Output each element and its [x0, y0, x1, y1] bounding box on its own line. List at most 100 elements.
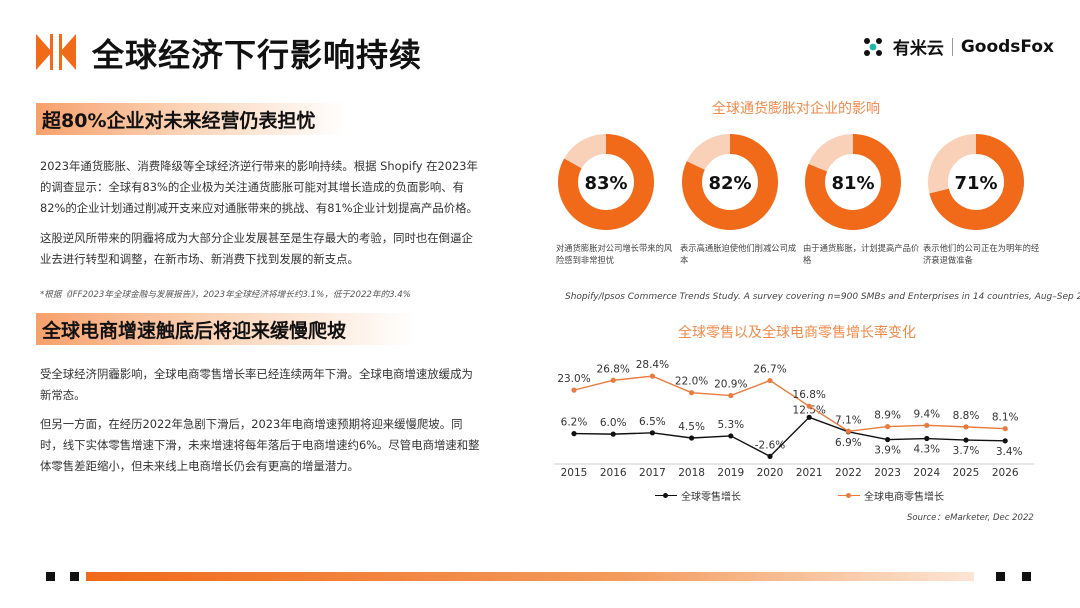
ecommerce-data-label: 9.4% — [913, 408, 940, 420]
x-tick-label: 2023 — [874, 467, 901, 479]
ecommerce-data-label: 20.9% — [714, 379, 747, 391]
legend-ecommerce-swatch — [838, 491, 860, 501]
retail-point — [571, 431, 577, 437]
donut-4-caption: 表示他们的公司正在为明年的经济衰退做准备 — [923, 243, 1040, 265]
brand-dots-icon — [863, 37, 882, 56]
donut-3-caption: 由于通货膨胀，计划提高产品价格 — [803, 243, 920, 265]
ecommerce-point — [689, 390, 695, 396]
logo-icon — [36, 34, 76, 70]
retail-series-line — [573, 416, 1006, 458]
donut-1-value-arc — [558, 134, 654, 230]
ecommerce-data-label: 8.1% — [992, 412, 1019, 424]
ecommerce-point — [767, 377, 773, 384]
x-tick-label: 2022 — [835, 467, 862, 479]
retail-point — [767, 453, 773, 459]
line-chart-source: Source：eMarketer, Dec 2022 — [907, 513, 1034, 523]
x-tick-label: 2019 — [717, 467, 744, 479]
retail-data-label: 6.2% — [561, 417, 588, 429]
ecommerce-point — [728, 392, 734, 399]
donut-2-value-label: 82% — [708, 173, 751, 194]
retail-point — [1002, 438, 1008, 444]
footer-square-right-2 — [1022, 572, 1031, 581]
ecommerce-data-label: 28.4% — [636, 359, 669, 371]
ecommerce-data-label: 16.8% — [793, 389, 826, 401]
donut-1-caption: 对通货膨胀对公司增长带来的风险感到非常担忧 — [556, 243, 673, 265]
legend-ecommerce-label: 全球电商零售增长 — [864, 492, 944, 503]
donut-chart-source: Shopify/Ipsos Commerce Trends Study. A s… — [565, 292, 1080, 302]
retail-point — [963, 437, 969, 443]
donut-2-caption: 表示高通胀迫使他们削减公司成本 — [680, 243, 797, 265]
line-chart-title: 全球零售以及全球电商零售增长率变化 — [678, 325, 916, 341]
ecommerce-point — [806, 403, 812, 409]
retail-data-label: 3.7% — [953, 445, 980, 457]
brand-separator — [951, 37, 953, 56]
section1-paragraph-2: 这股逆风所带来的阴霾将成为大部分企业发展甚至是生存最大的考验，同时也在倒逼企业去… — [40, 231, 473, 266]
ecommerce-data-label: 22.0% — [675, 376, 708, 388]
ecommerce-point — [924, 422, 930, 428]
x-tick-label: 2017 — [639, 467, 666, 479]
ecommerce-data-label: 8.9% — [874, 410, 901, 422]
donut-2-value-arc — [682, 134, 778, 230]
section2-paragraph-1: 受全球经济阴霾影响，全球电商零售增长率已经连续两年下滑。全球电商增速放缓成为新常… — [40, 367, 473, 402]
ecommerce-point — [571, 387, 577, 393]
retail-data-label: 6.0% — [600, 417, 627, 429]
x-tick-label: 2018 — [678, 467, 705, 479]
brand-logo: 有米云 GoodsFox — [861, 34, 1054, 59]
brand-cn: 有米云 — [892, 39, 944, 59]
retail-data-label: 6.9% — [835, 437, 862, 449]
legend-ecommerce: 全球电商零售增长 — [838, 488, 944, 503]
section2-heading: 全球电商增速触底后将迎来缓慢爬坡 — [36, 313, 416, 345]
section1-note: *根据《IFF2023年全球金融与发展报告》，2023年全球经济将增长约3.1%… — [40, 290, 411, 300]
donut-chart-3: 81% — [805, 134, 901, 230]
x-tick-label: 2020 — [757, 467, 784, 479]
x-tick-label: 2026 — [992, 467, 1019, 479]
retail-point — [806, 414, 812, 420]
retail-data-label: 4.3% — [913, 444, 940, 456]
ecommerce-point — [610, 377, 616, 383]
section1-paragraph-1: 2023年通货膨胀、消费降级等全球经济逆行带来的影响持续。根据 Shopify … — [40, 159, 478, 215]
donut-4-value-arc — [928, 134, 1024, 230]
donut-chart-4: 71% — [928, 134, 1024, 230]
section1-heading-text: 超80%企业对未来经营仍表担忧 — [42, 110, 316, 132]
retail-point — [649, 430, 655, 436]
ecommerce-data-label: 8.8% — [953, 410, 980, 422]
x-tick-label: 2025 — [953, 467, 980, 479]
donut-chart-title: 全球通货膨胀对企业的影响 — [712, 101, 880, 117]
donut-3-value-arc — [805, 134, 901, 230]
ecommerce-point — [963, 424, 969, 430]
retail-point — [885, 436, 891, 443]
legend-retail: 全球零售增长 — [655, 488, 741, 503]
ecommerce-data-label: 26.8% — [597, 363, 630, 375]
retail-point — [924, 435, 930, 442]
section2-paragraph-2: 但另一方面，在经历2022年急剧下滑后，2023年电商增速预期将迎来缓慢爬坡。同… — [40, 417, 480, 473]
retail-data-label: 12.5% — [793, 404, 826, 416]
retail-point — [689, 435, 695, 441]
retail-data-label: 4.5% — [678, 421, 705, 433]
ecommerce-series-line — [573, 375, 1006, 432]
brand-en: GoodsFox — [960, 36, 1054, 57]
footer-square-left-2 — [70, 572, 79, 581]
line-chart: 2015 2016 2017 2018 2019 2020 2021 2022 2023 2024… — [554, 359, 1034, 479]
section2-heading-text: 全球电商增速触底后将迎来缓慢爬坡 — [42, 320, 347, 342]
retail-data-label: 5.3% — [717, 419, 744, 431]
ecommerce-point — [885, 424, 891, 430]
retail-point — [610, 431, 616, 437]
retail-data-label: -2.6% — [755, 439, 785, 451]
x-tick-label: 2015 — [561, 467, 588, 479]
ecommerce-data-label: 7.1% — [835, 414, 862, 426]
ecommerce-point — [649, 373, 655, 379]
retail-data-label: 6.5% — [639, 416, 666, 428]
section1-heading: 超80%企业对未来经营仍表担忧 — [36, 103, 346, 135]
retail-data-label: 3.4% — [996, 446, 1023, 458]
footer-square-left-1 — [46, 572, 55, 581]
retail-point — [728, 433, 734, 439]
footer-gradient-bar — [86, 572, 974, 581]
footer-square-right-1 — [996, 572, 1005, 581]
footer-bar — [0, 568, 1080, 582]
donut-3-value-label: 81% — [831, 173, 874, 194]
donut-chart-1: 83% — [558, 134, 654, 230]
x-tick-label: 2024 — [913, 467, 940, 479]
ecommerce-data-label: 26.7% — [753, 364, 786, 376]
donut-4-value-label: 71% — [954, 173, 997, 194]
legend-retail-swatch — [655, 491, 677, 501]
